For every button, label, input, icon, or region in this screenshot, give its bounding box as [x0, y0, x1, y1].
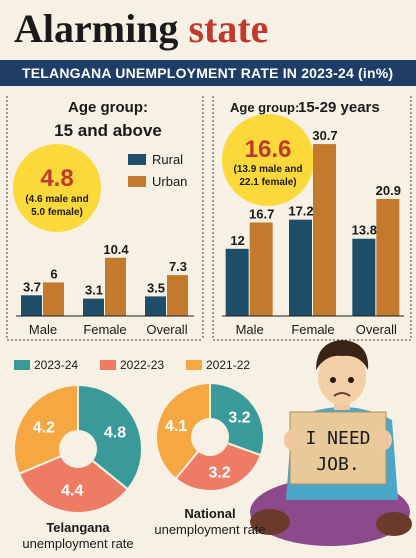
bar-rural-female	[289, 219, 312, 316]
bar-value-label-urban-female: 30.7	[312, 128, 337, 143]
legend-2021-22-swatch	[186, 360, 202, 370]
donut-slice-2022-23	[174, 441, 263, 492]
bar-urban-female	[313, 144, 336, 316]
bar-urban-male	[249, 222, 273, 316]
legend-2021-22-label: 2021-22	[206, 358, 250, 372]
bar-value-label-urban-female: 10.4	[103, 242, 129, 257]
bar-value-label-urban-male: 16.7	[249, 206, 274, 221]
left-breakdown-line2: 5.0 female)	[31, 207, 83, 218]
donut-value-label-2021-22: 4.1	[165, 418, 187, 435]
legend-2022-23-label: 2022-23	[120, 358, 164, 372]
donut-value-label-2021-22: 4.2	[33, 419, 55, 436]
man-right-hand	[376, 430, 392, 450]
bar-value-label-urban-overall: 20.9	[376, 183, 401, 198]
legend-2023-24-label: 2023-24	[34, 358, 78, 372]
man-with-sign-illustration: I NEED JOB.	[250, 340, 412, 546]
bar-urban-overall	[376, 198, 400, 316]
right-age-group-value: 15-29 years	[298, 99, 380, 116]
bar-chart-15-and-above: 3.7 6 Male 3.1 10.4 Female 3.5 7.3 Overall	[16, 242, 194, 337]
man-hair	[316, 340, 369, 370]
subtitle: TELANGANA UNEMPLOYMENT RATE IN 2023-24 (…	[22, 65, 394, 81]
donut-slice-2023-24	[77, 383, 143, 491]
donut-telangana: 4.8 4.4 4.2	[13, 383, 143, 514]
national-caption-line2: unemployment rate	[154, 522, 265, 537]
bar-rural-male	[225, 248, 249, 316]
donut-value-label-2022-23: 3.2	[208, 465, 230, 482]
national-caption-line1: National	[184, 506, 235, 521]
category-label-female: Female	[291, 322, 334, 337]
bar-value-label-rural-female: 17.2	[288, 204, 313, 219]
bar-value-label-rural-overall: 3.5	[147, 280, 165, 295]
left-age-group-label: Age group:	[68, 99, 148, 116]
bar-value-label-urban-male: 6	[50, 266, 57, 281]
man-left-eye	[330, 377, 336, 383]
bar-urban-male	[43, 282, 64, 316]
telangana-caption-line2: unemployment rate	[22, 536, 133, 551]
man-mouth	[333, 392, 351, 397]
man-right-eye	[348, 377, 354, 383]
title-part-alarming: Alarming	[14, 6, 179, 51]
bar-value-label-rural-overall: 13.8	[352, 223, 377, 238]
category-label-female: Female	[83, 322, 126, 337]
donut-slice-2023-24	[209, 381, 265, 457]
bar-rural-female	[83, 298, 104, 316]
legend-urban-swatch	[128, 176, 146, 187]
right-highlight-circle	[222, 114, 314, 206]
right-panel-frame	[212, 96, 412, 341]
bar-rural-male	[21, 295, 42, 316]
job-sign-line2: JOB.	[316, 454, 359, 475]
legend-2023-24-swatch	[14, 360, 30, 370]
bar-rural-overall	[145, 296, 166, 316]
donut-national: 3.2 3.2 4.1	[155, 381, 265, 492]
legend-rural-label: Rural	[152, 152, 183, 167]
bar-value-label-rural-male: 12	[230, 233, 244, 248]
legend-2022-23-swatch	[100, 360, 116, 370]
right-age-group-label: Age group:	[230, 100, 299, 115]
man-left-shoe	[250, 509, 290, 535]
man-right-shoe	[376, 512, 412, 536]
donut-slice-2021-22	[13, 383, 79, 476]
left-overall-rate: 4.8	[40, 165, 73, 192]
subtitle-band: TELANGANA UNEMPLOYMENT RATE IN 2023-24 (…	[0, 60, 416, 86]
job-sign-line1: I NEED	[305, 428, 370, 449]
left-highlight-circle	[13, 144, 101, 232]
bar-urban-female	[105, 257, 126, 316]
bar-value-label-urban-overall: 7.3	[169, 259, 187, 274]
right-overall-rate: 16.6	[245, 136, 292, 163]
donut-slice-2022-23	[17, 454, 130, 514]
donut-slice-2021-22	[155, 381, 211, 481]
donut-value-label-2023-24: 3.2	[228, 409, 250, 426]
bar-chart-15-29-years: 12 16.7 Male 17.2 30.7 Female 13.8 20.9 Overall	[222, 128, 404, 337]
left-age-group-value: 15 and above	[54, 121, 162, 140]
category-label-overall: Overall	[356, 322, 397, 337]
man-face	[318, 349, 366, 405]
right-breakdown-line1: (13.9 male and	[234, 164, 303, 175]
bar-value-label-rural-male: 3.7	[23, 279, 41, 294]
title-part-state: state	[188, 6, 269, 51]
man-left-hand	[284, 430, 300, 450]
legend-urban-label: Urban	[152, 174, 187, 189]
bar-rural-overall	[352, 238, 376, 316]
page-title: Alarming state	[14, 6, 268, 52]
bar-value-label-rural-female: 3.1	[85, 283, 103, 298]
legend-rural-swatch	[128, 154, 146, 165]
left-panel-frame	[6, 96, 204, 341]
job-sign	[289, 411, 387, 485]
right-breakdown-line2: 22.1 female)	[239, 177, 296, 188]
left-breakdown-line1: (4.6 male and	[25, 194, 88, 205]
category-label-male: Male	[29, 322, 57, 337]
category-label-overall: Overall	[146, 322, 187, 337]
category-label-male: Male	[236, 322, 264, 337]
bar-urban-overall	[167, 275, 188, 316]
donut-value-label-2023-24: 4.8	[104, 424, 126, 441]
telangana-caption-line1: Telangana	[46, 520, 110, 535]
year-legend: 2023-24 2022-23 2021-22	[14, 358, 250, 372]
donut-value-label-2022-23: 4.4	[61, 483, 83, 500]
